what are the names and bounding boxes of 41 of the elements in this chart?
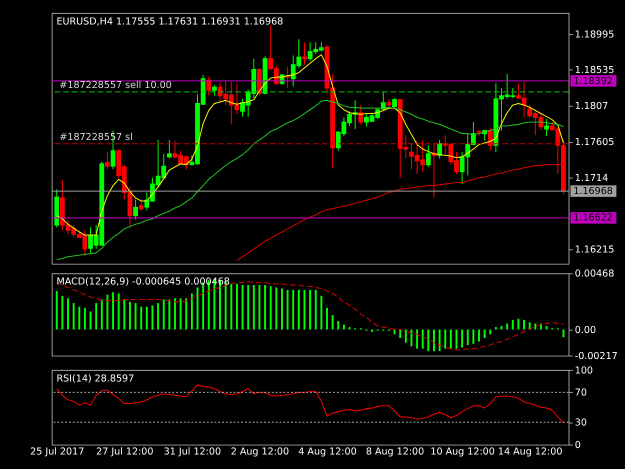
candlestick (257, 67, 262, 96)
line-series (56, 384, 564, 424)
x-tick-label: 25 Jul 2017 (30, 446, 84, 458)
chart-title: RSI(14) 28.8597 (56, 373, 134, 384)
x-tick-label: 27 Jul 12:00 (96, 446, 154, 458)
x-tick-label: 4 Aug 12:00 (298, 446, 357, 458)
y-tick-label: 1.1714 (574, 173, 608, 184)
y-tick-label: 0.00 (574, 324, 596, 336)
ref-line-label: 1.18392 (573, 76, 613, 87)
candlestick (302, 42, 307, 66)
y-tick-label: 1.18535 (574, 65, 614, 76)
candlestick (437, 139, 442, 159)
candlestick (133, 198, 138, 220)
x-tick-label: 10 Aug 12:00 (430, 446, 495, 458)
candlestick (426, 144, 431, 168)
y-tick-label: 0.00468 (574, 268, 614, 280)
y-tick-label: 0 (574, 440, 581, 451)
ref-line-label: 1.16968 (573, 186, 613, 197)
y-tick-label: 30 (574, 418, 587, 429)
y-tick-label: 70 (574, 388, 587, 399)
line-series (56, 100, 564, 260)
y-tick-label: 1.1807 (574, 101, 608, 112)
candlestick (212, 84, 217, 96)
y-tick-label: 1.16215 (574, 244, 614, 256)
candlestick (105, 152, 110, 170)
x-tick-label: 2 Aug 12:00 (230, 446, 290, 458)
line-series (236, 164, 564, 262)
y-tick-label: 100 (574, 365, 594, 376)
candlestick (392, 98, 397, 108)
candlestick (166, 139, 172, 159)
chart-title: EURUSD,H4 1.17555 1.17631 1.16931 1.16968 (56, 16, 284, 28)
y-tick-label: 1.18995 (574, 30, 614, 41)
candlestick (138, 198, 144, 212)
candlestick (544, 118, 549, 136)
ref-line-label: #187228557 sell 10.00 (59, 80, 172, 92)
y-tick-label: -0.00217 (574, 350, 618, 362)
ref-line-label: 1.16622 (573, 212, 613, 224)
y-tick-label: 1.17605 (574, 137, 614, 148)
x-tick-label: 14 Aug 12:00 (498, 446, 562, 458)
x-tick-label: 31 Jul 12:00 (164, 446, 222, 458)
x-tick-label: 8 Aug 12:00 (366, 446, 424, 458)
